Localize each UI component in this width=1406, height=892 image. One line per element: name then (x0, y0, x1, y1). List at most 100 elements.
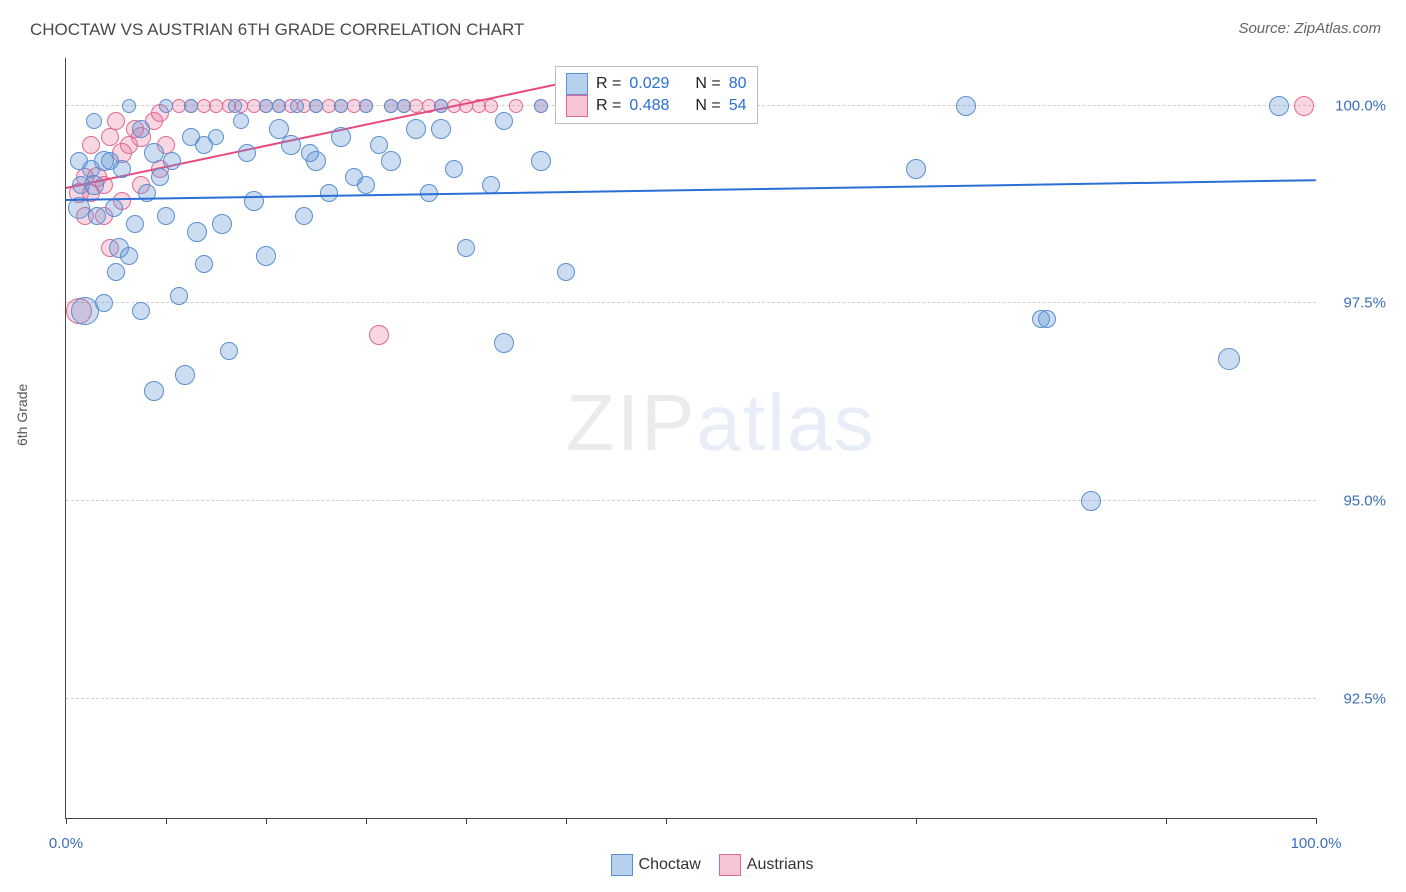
x-tick (666, 818, 667, 824)
choctaw-point (494, 333, 514, 353)
watermark: ZIPatlas (566, 377, 875, 469)
choctaw-point (126, 215, 144, 233)
choctaw-point (88, 207, 106, 225)
choctaw-point (334, 99, 348, 113)
x-tick (566, 818, 567, 824)
choctaw-point (144, 143, 164, 163)
y-tick-label: 97.5% (1326, 295, 1386, 312)
legend-label: Choctaw (639, 856, 701, 873)
gridline (66, 500, 1316, 501)
austrians-point (484, 99, 498, 113)
choctaw-point (113, 160, 131, 178)
x-tick (916, 818, 917, 824)
choctaw-point (84, 175, 104, 195)
choctaw-point (482, 176, 500, 194)
legend-n-value: 80 (729, 75, 747, 93)
choctaw-point (107, 263, 125, 281)
choctaw-point (534, 99, 548, 113)
choctaw-point (144, 381, 164, 401)
x-tick-label: 100.0% (1291, 835, 1342, 852)
x-tick (66, 818, 67, 824)
austrians-point (1294, 96, 1314, 116)
choctaw-point (445, 160, 463, 178)
choctaw-point (220, 342, 238, 360)
choctaw-point (208, 129, 224, 145)
x-tick (266, 818, 267, 824)
choctaw-point (309, 99, 323, 113)
legend-n-label: N = (695, 75, 720, 93)
choctaw-point (290, 99, 304, 113)
choctaw-point (457, 239, 475, 257)
legend-item: Choctaw (593, 856, 701, 873)
choctaw-point (256, 246, 276, 266)
austrians-point (369, 325, 389, 345)
legend-r-label: R = (596, 75, 621, 93)
choctaw-point (434, 99, 448, 113)
legend-row: R =0.029N =80 (566, 73, 747, 95)
choctaw-point (1269, 96, 1289, 116)
choctaw-point (1218, 348, 1240, 370)
choctaw-point (295, 207, 313, 225)
legend-row: R =0.488N =54 (566, 95, 747, 117)
choctaw-point (233, 113, 249, 129)
choctaw-point (163, 152, 181, 170)
choctaw-point (105, 199, 123, 217)
legend-label: Austrians (747, 856, 814, 873)
choctaw-point (272, 99, 286, 113)
choctaw-point (228, 99, 242, 113)
choctaw-point (906, 159, 926, 179)
legend-item: Austrians (701, 856, 814, 873)
choctaw-point (306, 151, 326, 171)
y-tick-label: 95.0% (1326, 493, 1386, 510)
choctaw-point (132, 302, 150, 320)
choctaw-point (406, 119, 426, 139)
choctaw-point (187, 222, 207, 242)
watermark-atlas: atlas (696, 378, 875, 467)
choctaw-point (244, 191, 264, 211)
choctaw-point (1081, 491, 1101, 511)
choctaw-point (956, 96, 976, 116)
source-label: Source: ZipAtlas.com (1238, 20, 1381, 37)
legend-correlation: R =0.029N =80R =0.488N =54 (555, 66, 758, 124)
legend-r-value: 0.488 (629, 97, 669, 115)
scatter-plot: ZIPatlas 92.5%95.0%97.5%100.0%0.0%100.0% (65, 58, 1316, 819)
choctaw-point (170, 287, 188, 305)
legend-swatch (566, 73, 588, 95)
legend-swatch (566, 95, 588, 117)
choctaw-point (531, 151, 551, 171)
choctaw-point (357, 176, 375, 194)
chart-title: CHOCTAW VS AUSTRIAN 6TH GRADE CORRELATIO… (30, 20, 524, 40)
choctaw-point (359, 99, 373, 113)
austrians-point (509, 99, 523, 113)
watermark-zip: ZIP (566, 378, 696, 467)
choctaw-point (495, 112, 513, 130)
x-tick (1166, 818, 1167, 824)
choctaw-point (331, 127, 351, 147)
choctaw-point (175, 365, 195, 385)
legend-swatch (719, 854, 741, 876)
choctaw-point (281, 135, 301, 155)
gridline (66, 302, 1316, 303)
x-tick (1316, 818, 1317, 824)
choctaw-point (195, 255, 213, 273)
choctaw-point (557, 263, 575, 281)
choctaw-point (86, 113, 102, 129)
y-tick-label: 100.0% (1326, 97, 1386, 114)
choctaw-point (151, 168, 169, 186)
choctaw-point (159, 99, 173, 113)
x-tick (366, 818, 367, 824)
choctaw-point (397, 99, 411, 113)
legend-swatch (611, 854, 633, 876)
choctaw-point (132, 120, 150, 138)
choctaw-point (431, 119, 451, 139)
legend-series: Choctaw Austrians (0, 854, 1406, 876)
choctaw-point (1038, 310, 1056, 328)
choctaw-point (381, 151, 401, 171)
legend-n-label: N = (695, 97, 720, 115)
choctaw-point (157, 207, 175, 225)
gridline (66, 698, 1316, 699)
x-tick (166, 818, 167, 824)
choctaw-point (120, 247, 138, 265)
x-tick (466, 818, 467, 824)
legend-n-value: 54 (729, 97, 747, 115)
